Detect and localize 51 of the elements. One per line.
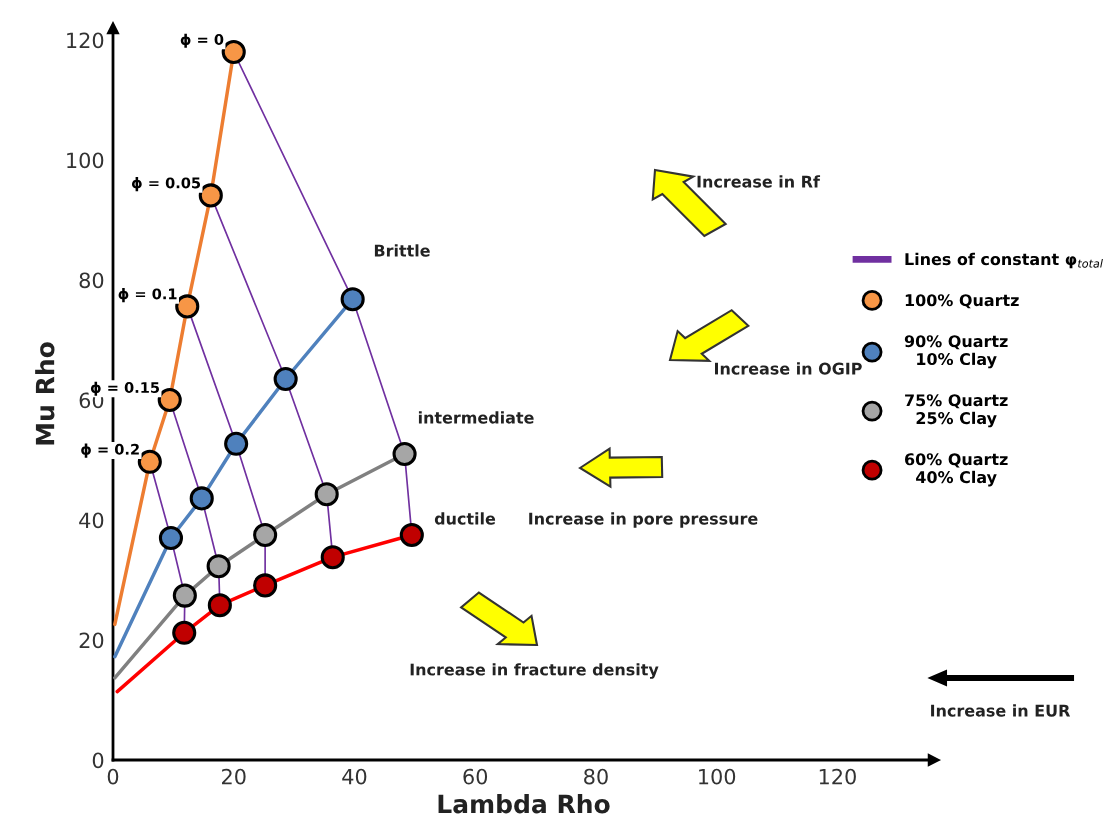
annotation: ϕ = 0.2: [81, 443, 139, 458]
point: [158, 525, 184, 551]
x-tick-label: 60: [463, 768, 488, 785]
annotation: ϕ = 0.1: [118, 288, 177, 303]
point: [206, 554, 231, 579]
point: [207, 593, 232, 618]
y-tick-label: 0: [92, 752, 104, 769]
legend-label: 60% Quartz 40% Clay: [905, 453, 1008, 487]
y-tick-label: 20: [79, 632, 104, 649]
x-tick-label: 120: [819, 768, 856, 785]
x-tick-label: 80: [584, 768, 608, 785]
annotation: Brittle: [374, 244, 430, 257]
annotation: ϕ = 0: [180, 33, 224, 48]
x-tick-label: 20: [222, 768, 246, 785]
legend-label: 90% Quartz 10% Clay: [904, 335, 1008, 369]
point: [320, 545, 345, 570]
legend-label: 100% Quartz: [905, 294, 1019, 309]
annotation: Increase in Rf: [697, 175, 821, 188]
y-tick-label: 120: [67, 32, 104, 49]
point: [175, 294, 200, 319]
annotation: ϕ = 0.05: [131, 177, 201, 192]
y-tick-label: 80: [79, 272, 104, 289]
annotation: intermediate: [418, 411, 534, 424]
point: [314, 482, 339, 507]
y-tick-label: 40: [79, 512, 104, 529]
legend-label: Lines of constant φ$_{total}$: [905, 252, 1103, 269]
point: [172, 583, 197, 608]
y-axis-title: Mu Rho: [35, 342, 55, 445]
x-tick-label: 0: [107, 768, 119, 785]
annotation: Increase in fracture density: [410, 663, 659, 679]
x-axis-title: Lambda Rho: [438, 794, 610, 814]
point: [157, 387, 182, 413]
x-tick-label: 100: [699, 768, 736, 785]
point: [392, 441, 417, 467]
annotation: Increase in EUR: [931, 704, 1071, 717]
point: [399, 522, 424, 548]
point: [172, 620, 197, 645]
point: [253, 573, 278, 598]
point: [224, 431, 249, 456]
x-tick-label: 40: [342, 768, 367, 785]
y-tick-label: 100: [67, 152, 104, 169]
point: [189, 486, 214, 511]
point: [137, 449, 162, 474]
point: [273, 366, 298, 392]
point: [253, 522, 278, 548]
annotation: ductile: [434, 512, 496, 525]
annotation: Increase in OGIP: [715, 362, 862, 375]
annotation: Increase in pore pressure: [529, 512, 758, 528]
point: [340, 287, 365, 312]
point: [198, 183, 223, 208]
legend-label: 75% Quartz 25% Clay: [905, 394, 1008, 428]
